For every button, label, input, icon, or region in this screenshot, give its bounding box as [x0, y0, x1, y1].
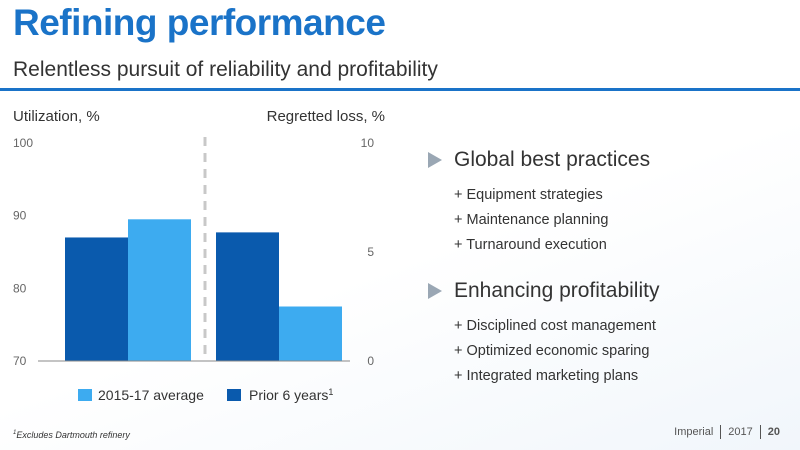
- list-item: + Disciplined cost management: [454, 318, 656, 334]
- arrow-right-icon: [428, 152, 442, 168]
- page-title: Refining performance: [13, 2, 386, 43]
- footer-separator: [720, 425, 722, 439]
- right-tick-label: 5: [367, 245, 374, 259]
- legend-label: 2015-17 average: [98, 387, 204, 403]
- list-item: + Optimized economic sparing: [454, 343, 650, 359]
- bullet-panel: Global best practices + Equipment strate…: [428, 145, 788, 407]
- left-tick-label: 90: [13, 209, 27, 223]
- regretted-loss-bar: [216, 232, 279, 361]
- arrow-right-icon: [428, 283, 442, 299]
- utilization-bar: [65, 237, 128, 361]
- utilization-bar: [128, 219, 191, 361]
- left-axis-title: Utilization, %: [13, 108, 100, 125]
- bullet-list: + Disciplined cost management + Optimize…: [428, 314, 788, 389]
- bullet-heading-label: Global best practices: [454, 148, 651, 171]
- footnote-marker: 1: [13, 430, 17, 436]
- bullet-section: Enhancing profitability + Disciplined co…: [428, 276, 788, 389]
- bullet-list: + Equipment strategies + Maintenance pla…: [428, 183, 788, 258]
- right-tick-label: 10: [361, 136, 375, 150]
- legend-label: Prior 6 years1: [249, 387, 333, 403]
- footer-separator: [759, 425, 761, 439]
- footnote-text: Excludes Dartmouth refinery: [16, 430, 130, 440]
- footer-year: 2017: [728, 426, 753, 438]
- regretted-loss-bar: [279, 306, 342, 361]
- bullet-heading-label: Enhancing profitability: [454, 279, 660, 302]
- footer-branding: Imperial 2017 20: [674, 425, 780, 439]
- company-name: Imperial: [674, 426, 714, 438]
- list-item: + Maintenance planning: [454, 212, 609, 228]
- legend-footnote-marker: 1: [328, 387, 333, 397]
- left-tick-label: 70: [13, 354, 27, 368]
- list-item: + Turnaround execution: [454, 237, 607, 253]
- right-tick-label: 0: [367, 354, 374, 368]
- right-axis-title: Regretted loss, %: [267, 108, 385, 125]
- list-item: + Equipment strategies: [454, 187, 603, 203]
- legend-swatch-light: [78, 389, 92, 401]
- page-subtitle: Relentless pursuit of reliability and pr…: [13, 58, 438, 81]
- page-number: 20: [767, 426, 780, 438]
- left-tick-label: 100: [13, 136, 33, 150]
- list-item: + Integrated marketing plans: [454, 368, 639, 384]
- bullet-heading: Global best practices: [428, 145, 788, 175]
- left-tick-label: 80: [13, 281, 27, 295]
- bullet-section: Global best practices + Equipment strate…: [428, 145, 788, 258]
- legend-swatch-dark: [227, 389, 241, 401]
- footnote: 1Excludes Dartmouth refinery: [13, 430, 130, 440]
- performance-chart: Utilization, % Regretted loss, %708090100…: [13, 108, 385, 403]
- title-divider: [0, 88, 800, 91]
- bullet-heading: Enhancing profitability: [428, 276, 788, 306]
